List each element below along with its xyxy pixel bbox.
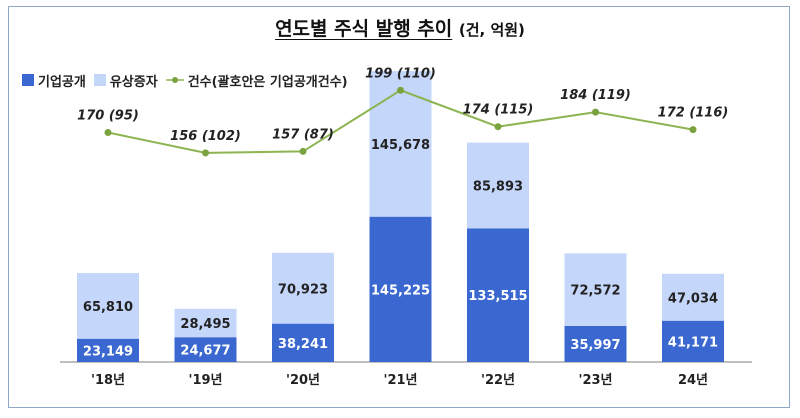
count-label-2: 157 (87): [272, 127, 334, 142]
chart-title-text: 연도별 주식 발행 추이: [275, 18, 453, 40]
bar-label-rights-1: 28,495: [180, 317, 230, 332]
bar-label-rights-0: 65,810: [83, 300, 133, 315]
bar-ipo-1: [174, 337, 237, 362]
bar-label-ipo-4: 133,515: [468, 289, 527, 304]
x-tick-label-3: '21년: [383, 373, 417, 388]
bar-ipo-0: [77, 338, 139, 362]
legend-item-rights: 유상증자: [93, 71, 158, 90]
legend-line-count: [165, 77, 184, 83]
count-point-5: [592, 108, 599, 116]
count-label-6: 172 (116): [658, 106, 729, 121]
bar-ipo-5: [564, 326, 627, 362]
count-point-0: [104, 129, 112, 137]
bar-label-ipo-0: 23,149: [83, 344, 133, 359]
bar-label-ipo-2: 38,241: [278, 337, 328, 352]
chart-legend: 기업공개 유상증자 건수(괄호안은 기업공개건수): [22, 70, 356, 90]
bar-label-rights-2: 70,923: [278, 282, 328, 297]
legend-label-ipo: 기업공개: [38, 74, 86, 90]
bar-label-ipo-6: 41,171: [668, 335, 718, 350]
x-tick-label-4: '22년: [481, 373, 515, 388]
count-label-0: 170 (95): [77, 109, 139, 124]
legend-item-ipo: 기업공개: [22, 71, 86, 90]
x-tick-label-6: 24년: [678, 373, 708, 388]
x-tick-label-2: '20년: [286, 373, 320, 388]
count-point-4: [494, 123, 502, 131]
bar-rights-4: [467, 142, 529, 229]
x-tick-label-0: '18년: [91, 373, 125, 388]
bar-ipo-3: [369, 216, 432, 362]
x-tick-label-1: '19년: [188, 373, 222, 388]
bar-rights-1: [174, 308, 237, 338]
bar-label-ipo-3: 145,225: [371, 283, 430, 298]
bar-label-rights-6: 47,034: [668, 291, 718, 306]
chart-title: 연도별 주식 발행 추이 (건, 억원): [0, 14, 800, 41]
bar-rights-6: [662, 273, 724, 321]
bar-rights-5: [564, 253, 627, 327]
bar-rights-0: [77, 273, 139, 339]
bar-ipo-4: [467, 228, 529, 362]
count-label-1: 156 (102): [170, 129, 241, 144]
count-label-5: 184 (119): [560, 88, 631, 103]
count-label-4: 174 (115): [463, 103, 534, 118]
count-point-6: [689, 126, 697, 134]
count-point-1: [202, 149, 209, 157]
count-label-3: 199 (110): [365, 66, 436, 81]
legend-label-count: 건수(괄호안은 기업공개건수): [187, 74, 348, 90]
legend-label-rights: 유상증자: [109, 74, 158, 90]
bar-label-ipo-5: 35,997: [570, 338, 620, 353]
bar-rights-2: [272, 252, 334, 324]
chart-unit: (건, 억원): [458, 21, 525, 39]
bar-rights-3: [369, 71, 432, 217]
count-point-2: [299, 147, 307, 155]
bar-label-rights-3: 145,678: [371, 138, 430, 153]
legend-item-count: 건수(괄호안은 기업공개건수): [165, 71, 348, 90]
legend-swatch-rights: [93, 74, 106, 86]
legend-swatch-ipo: [22, 74, 34, 86]
x-tick-label-5: '23년: [578, 373, 612, 388]
bar-ipo-2: [272, 323, 334, 362]
bar-label-rights-5: 72,572: [570, 284, 620, 299]
bar-ipo-6: [662, 320, 724, 362]
count-point-3: [397, 86, 404, 94]
bar-label-ipo-1: 24,677: [180, 344, 230, 359]
bar-label-rights-4: 85,893: [473, 180, 523, 195]
